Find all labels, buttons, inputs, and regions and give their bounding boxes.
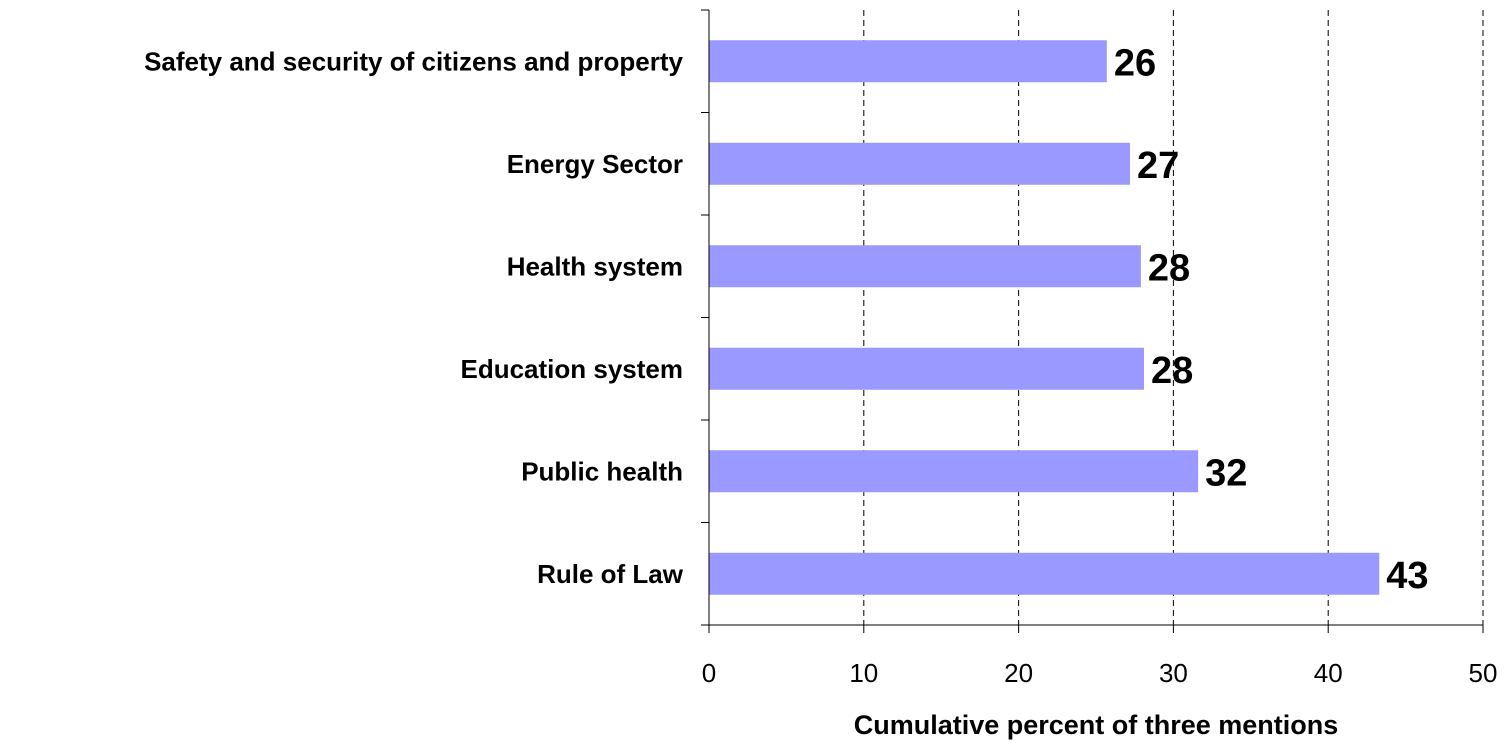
- data-label: 28: [1151, 350, 1193, 392]
- data-label: 28: [1148, 247, 1190, 289]
- bar: [709, 552, 1380, 595]
- bar: [709, 347, 1144, 390]
- bar: [709, 40, 1107, 83]
- x-tick-label: 0: [702, 658, 716, 688]
- category-label: Energy Sector: [507, 149, 683, 179]
- gridlines: [863, 10, 1484, 625]
- category-label: Health system: [507, 251, 683, 281]
- data-label: 32: [1205, 452, 1247, 494]
- category-label: Rule of Law: [537, 559, 684, 589]
- x-tick-label: 30: [1159, 658, 1188, 688]
- data-label: 43: [1386, 555, 1428, 597]
- bar: [709, 142, 1131, 185]
- x-tick-label: 10: [849, 658, 878, 688]
- x-tick-label: 40: [1314, 658, 1343, 688]
- bars: [709, 40, 1380, 595]
- category-label: Education system: [460, 354, 683, 384]
- data-label: 26: [1114, 42, 1156, 84]
- x-tick-labels: 0 10 20 30 40 50: [702, 658, 1498, 688]
- category-labels: Safety and security of citizens and prop…: [144, 46, 684, 589]
- x-tick-label: 20: [1004, 658, 1033, 688]
- bar: [709, 450, 1199, 493]
- x-tick-label: 50: [1469, 658, 1498, 688]
- bar: [709, 245, 1141, 288]
- category-label: Safety and security of citizens and prop…: [144, 46, 683, 76]
- category-label: Public health: [521, 456, 683, 486]
- data-labels: 26 27 28 28 32 43: [1114, 42, 1429, 597]
- axes: [701, 9, 1484, 633]
- x-axis-title: Cumulative percent of three mentions: [854, 710, 1339, 740]
- data-label: 27: [1137, 145, 1179, 187]
